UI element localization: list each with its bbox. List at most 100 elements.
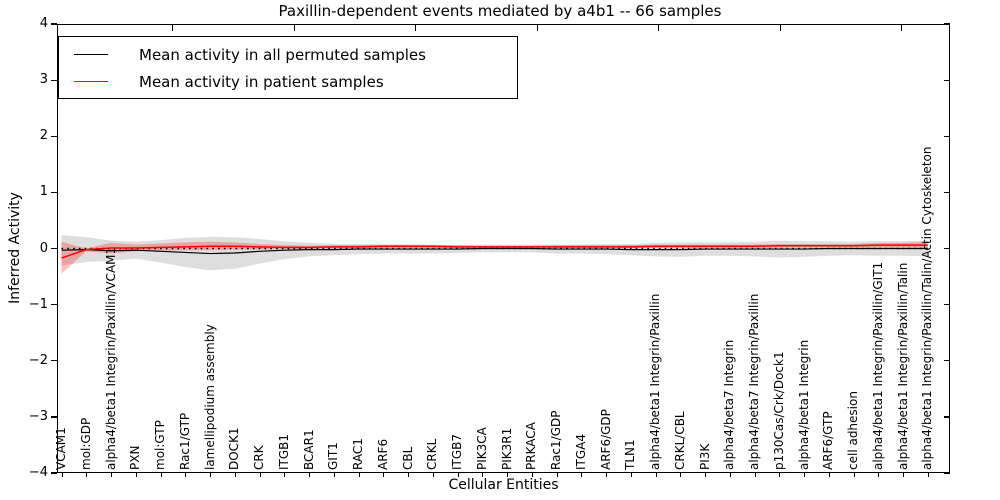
x-tick-label: ITGB7 [450,433,464,470]
patient-mean-line [61,244,928,259]
y-tick-label: 4 [39,16,48,31]
x-tick-bottom [903,473,905,477]
x-tick-label: Rac1/GTP [177,412,192,470]
x-tick-label: ARF6/GDP [598,409,613,470]
y-tick-left [51,247,57,250]
x-tick-label: ARF6/GTP [821,411,836,470]
y-tick-right [944,135,950,137]
y-tick-label: 2 [39,128,48,144]
x-tick-label: Rac1/GDP [549,410,563,470]
y-tick-right [944,23,950,25]
x-tick-label: mol:GTP [153,420,167,470]
y-tick-right [944,79,950,81]
x-tick-bottom [333,473,335,477]
y-tick-label: −3 [28,408,48,424]
y-tick-right [944,472,950,474]
x-tick-label: CBL [400,446,415,470]
x-tick-bottom [754,473,756,477]
plot-area [61,235,928,274]
x-tick-bottom [234,473,236,477]
x-tick-bottom [556,473,558,477]
x-tick-label: RAC1 [351,438,365,470]
x-tick-label: alpha4/beta7 Integrin [722,339,737,470]
x-tick-bottom [457,473,459,477]
x-tick-bottom [358,473,360,477]
x-tick-label: p130Cas/Crk/Dock1 [771,351,786,470]
y-tick-right [944,360,950,362]
legend-label-patient: Mean activity in patient samples [139,72,384,91]
y-tick-right [944,304,950,306]
x-tick-bottom [111,473,113,477]
x-tick-bottom [482,473,484,477]
legend-label-permuted: Mean activity in all permuted samples [139,45,426,64]
x-tick-label: lamellipodium assembly [202,324,217,470]
x-tick-bottom [210,473,212,477]
y-tick-right [944,416,950,418]
x-tick-bottom [507,473,509,477]
y-tick-right [944,191,950,194]
y-tick-left [51,360,57,362]
permuted-mean-line [61,247,928,255]
x-tick-label: PXN [128,445,143,470]
x-tick-bottom [828,473,830,477]
x-tick-label: alpha4/beta7 Integrin/Paxillin [747,293,761,470]
y-tick-left [51,23,57,25]
x-tick-label: alpha4/beta1 Integrin/Paxillin/Talin/Act… [920,146,935,470]
y-tick-label: −4 [28,465,48,480]
x-tick-bottom [61,473,63,477]
x-tick-top [658,25,660,32]
x-tick-top [415,25,417,32]
x-tick-bottom [878,473,880,477]
x-tick-bottom [705,473,707,477]
x-tick-label: CRKL [425,438,440,470]
x-tick-bottom [185,473,187,477]
x-tick-bottom [531,473,533,477]
x-tick-label: DOCK1 [227,427,242,470]
x-tick-label: ITGB1 [276,433,291,470]
y-tick-left [51,304,57,306]
x-tick-label: alpha4/beta1 Integrin/Paxillin/VCAM1 [103,246,118,470]
y-tick-label: 1 [39,184,48,200]
x-tick-bottom [927,473,929,477]
permuted-band [61,235,928,271]
x-tick-bottom [284,473,286,477]
y-tick-label: 3 [39,72,48,88]
x-tick-bottom [655,473,657,477]
x-tick-label: alpha4/beta1 Integrin [796,339,811,470]
y-tick-label: 0 [39,240,48,256]
x-tick-bottom [135,473,137,477]
x-tick-bottom [259,473,261,477]
x-tick-label: BCAR1 [301,429,316,470]
y-tick-label: −2 [28,352,48,368]
x-tick-top [536,25,538,32]
x-tick-bottom [432,473,434,477]
legend-line-patient-icon [74,81,108,82]
x-tick-bottom [383,473,385,477]
x-tick-label: CRK [252,445,266,470]
y-tick-left [51,191,57,194]
legend: Mean activity in all permuted samples Me… [58,36,518,99]
x-tick-label: CRKL/CBL [672,411,687,470]
x-tick-top [901,25,903,32]
x-tick-top [172,25,174,32]
x-axis-label: Cellular Entities [448,477,559,493]
x-tick-top [779,25,781,32]
x-tick-label: GIT1 [326,442,341,470]
x-tick-label: VCAM1 [54,427,68,470]
y-tick-left [51,135,57,137]
x-tick-bottom [408,473,410,477]
legend-item-permuted: Mean activity in all permuted samples [59,41,517,68]
x-tick-label: mol:GDP [78,417,93,470]
x-tick-bottom [680,473,682,477]
chart-title: Paxillin-dependent events mediated by a4… [278,2,722,20]
x-tick-bottom [779,473,781,477]
x-tick-label: PIK3CA [474,427,489,470]
x-tick-label: PIK3R1 [499,427,514,470]
y-tick-left [51,472,57,474]
y-tick-left [51,416,57,418]
x-tick-bottom [729,473,731,477]
legend-line-permuted-icon [74,54,108,55]
x-tick-label: alpha4/beta1 Integrin/Paxillin/Talin [895,262,910,470]
x-tick-label: PI3K [697,443,712,470]
